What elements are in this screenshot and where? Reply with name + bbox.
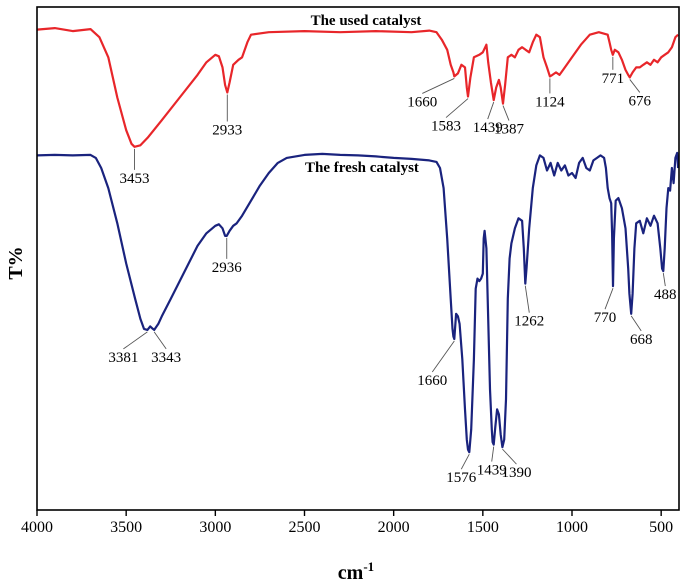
- peak-leader-line: [491, 446, 495, 462]
- peak-label: 1576: [446, 470, 477, 486]
- series-labels: The used catalyst The fresh catalyst: [305, 13, 421, 176]
- peak-label: 676: [629, 93, 652, 109]
- peak-leader-line: [422, 78, 455, 94]
- peak-leader-line: [604, 288, 614, 310]
- peak-label: 2936: [212, 260, 243, 276]
- peak-leader-line: [630, 315, 642, 332]
- peak-leader-line: [460, 453, 470, 470]
- peak-leader-line: [123, 331, 148, 350]
- series-line-1: [36, 151, 680, 454]
- peak-label: 770: [594, 310, 617, 326]
- peak-leader-line: [524, 285, 530, 313]
- x-tick-label: 3500: [110, 519, 142, 536]
- series-label: The fresh catalyst: [305, 160, 419, 176]
- x-tick-label: 2000: [378, 519, 410, 536]
- peak-label: 3381: [108, 350, 138, 366]
- x-tick-label: 500: [649, 519, 673, 536]
- peak-label: 1387: [494, 122, 525, 138]
- peak-label: 2933: [212, 123, 242, 139]
- peak-label: 1660: [407, 94, 437, 110]
- peak-leader-line: [502, 105, 510, 121]
- peak-label: 1660: [417, 373, 447, 389]
- x-tick-label: 2500: [289, 519, 321, 536]
- peak-leader-line: [153, 331, 167, 350]
- x-tick-label: 3000: [199, 519, 231, 536]
- y-axis-title: T%: [5, 246, 27, 279]
- x-tick-label: 4000: [21, 519, 53, 536]
- x-tick-label: 1500: [467, 519, 499, 536]
- peak-label: 3343: [151, 350, 181, 366]
- plot-area: [36, 27, 680, 454]
- peak-label: 1439: [473, 120, 503, 136]
- x-axis-title: cm-1: [338, 559, 374, 584]
- peak-label: 1262: [514, 314, 544, 330]
- peak-leader-line: [662, 273, 666, 287]
- x-axis-ticks: 4000 3500 3000 2500 2000 1500 1000 500: [21, 510, 673, 536]
- peak-label: 1583: [431, 119, 461, 135]
- plot-frame: [36, 6, 680, 511]
- peak-leader-line: [502, 448, 517, 465]
- x-tick-label: 1000: [556, 519, 588, 536]
- peak-leader-line: [445, 98, 469, 118]
- peak-leader-line: [629, 79, 641, 93]
- peak-label: 668: [630, 332, 653, 348]
- series-line-0: [36, 27, 679, 148]
- peak-label: 1390: [501, 465, 531, 481]
- peak-label: 1439: [477, 463, 507, 479]
- series-label: The used catalyst: [311, 13, 422, 29]
- peak-leader-line: [487, 101, 495, 120]
- peak-label: 3453: [120, 171, 150, 187]
- peak-label: 1124: [535, 94, 565, 110]
- peak-leader-line: [431, 340, 455, 373]
- peak-label: 771: [602, 71, 625, 87]
- peak-label: 488: [654, 287, 677, 303]
